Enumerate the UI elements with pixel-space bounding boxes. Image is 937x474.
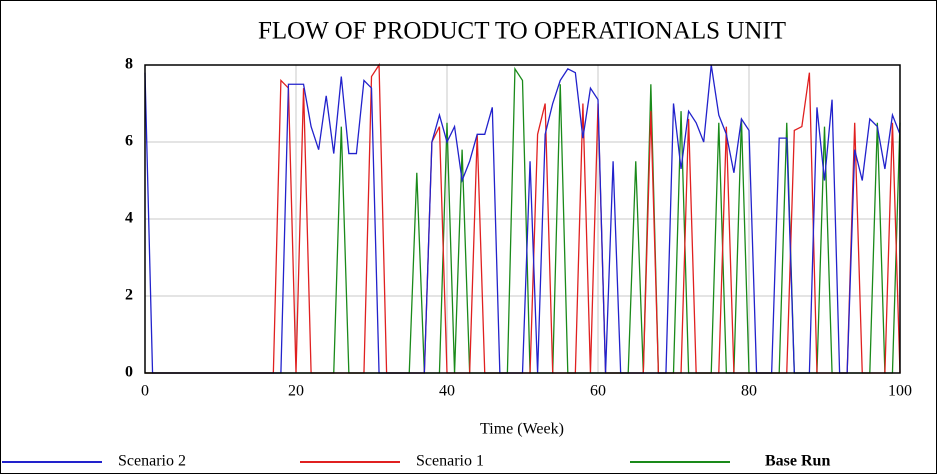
x-tick-label: 40 [439,383,455,400]
y-tick-label: 6 [125,133,133,150]
x-tick-label: 80 [741,383,757,400]
y-tick-label: 4 [125,210,133,227]
legend-label: Scenario 2 [118,453,186,470]
plot-frame [144,64,901,374]
x-tick-label: 0 [141,383,149,400]
chart-title: FLOW OF PRODUCT TO OPERATIONALS UNIT [258,18,786,45]
legend-label: Scenario 1 [416,453,484,470]
legend-label: Base Run [765,453,830,470]
x-tick-label: 20 [288,383,304,400]
y-tick-label: 8 [125,56,133,73]
y-tick-label: 0 [125,364,133,381]
x-tick-label: 60 [590,383,606,400]
x-axis-label: Time (Week) [480,421,564,438]
y-tick-label: 2 [125,287,133,304]
x-tick-label: 100 [888,383,912,400]
